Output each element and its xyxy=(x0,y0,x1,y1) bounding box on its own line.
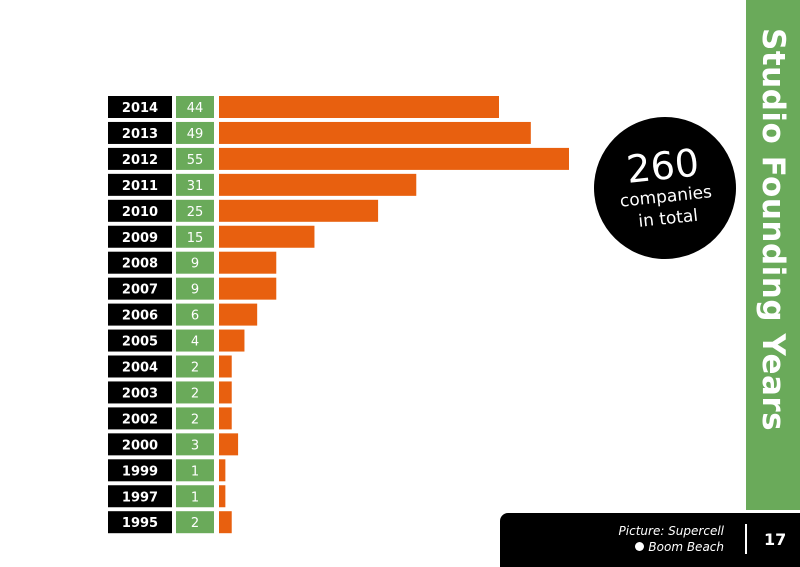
bar xyxy=(219,485,226,508)
year-label: 1995 xyxy=(122,516,158,531)
value-label: 2 xyxy=(191,386,199,401)
year-label-bg xyxy=(108,355,172,378)
value-label-bg xyxy=(176,225,214,248)
value-label-bg xyxy=(176,485,214,508)
value-label: 2 xyxy=(191,361,199,376)
value-label: 44 xyxy=(187,101,204,116)
bar xyxy=(219,459,226,482)
year-label-bg xyxy=(108,303,172,326)
value-label-bg xyxy=(176,511,214,534)
bar xyxy=(219,251,277,274)
value-label: 1 xyxy=(191,490,199,505)
credit-line-2-wrap: Boom Beach xyxy=(619,539,724,555)
title-tab xyxy=(746,0,800,510)
footer-divider xyxy=(745,524,747,554)
value-label: 6 xyxy=(191,309,199,324)
year-label-bg xyxy=(108,173,172,196)
bar xyxy=(219,407,232,430)
bar xyxy=(219,121,531,144)
bar xyxy=(219,381,232,404)
bar xyxy=(219,96,499,118)
chart-title: Studio Founding Years xyxy=(755,28,791,432)
value-label-bg xyxy=(176,433,214,456)
value-label-bg xyxy=(176,329,214,352)
year-label: 2000 xyxy=(122,438,158,453)
bar xyxy=(219,225,315,248)
bullet-dot-icon xyxy=(635,542,645,551)
year-label-bg xyxy=(108,381,172,404)
year-label: 2010 xyxy=(122,205,158,220)
year-label: 2013 xyxy=(122,127,158,142)
year-label-bg xyxy=(108,147,172,170)
year-label: 2005 xyxy=(122,335,158,350)
value-label-bg xyxy=(176,96,214,118)
year-label-bg xyxy=(108,277,172,300)
year-label: 2012 xyxy=(122,153,158,168)
bar xyxy=(219,511,232,534)
value-label: 4 xyxy=(191,335,199,350)
credit-line-1: Picture: Supercell xyxy=(618,524,724,538)
year-label: 1999 xyxy=(122,464,158,479)
bar xyxy=(219,303,258,326)
value-label: 15 xyxy=(187,231,204,246)
year-label-bg xyxy=(108,433,172,456)
footer-bar: Picture: Supercell Boom Beach 17 xyxy=(500,513,800,567)
value-label: 1 xyxy=(191,464,199,479)
value-label-bg xyxy=(176,251,214,274)
year-label: 1997 xyxy=(122,490,158,505)
value-label-bg xyxy=(176,381,214,404)
value-label-bg xyxy=(176,121,214,144)
year-label: 2007 xyxy=(122,283,158,298)
value-label: 25 xyxy=(187,205,204,220)
value-label: 9 xyxy=(191,283,199,298)
value-label-bg xyxy=(176,459,214,482)
bar xyxy=(219,199,379,222)
year-label: 2002 xyxy=(122,412,158,427)
total-label-line2: in total xyxy=(637,205,700,232)
year-label-bg xyxy=(108,251,172,274)
value-label-bg xyxy=(176,407,214,430)
value-label-bg xyxy=(176,277,214,300)
year-label: 2014 xyxy=(122,101,158,116)
value-label-bg xyxy=(176,173,214,196)
bar xyxy=(219,277,277,300)
year-label-bg xyxy=(108,511,172,534)
year-label: 2011 xyxy=(122,179,158,194)
year-label-bg xyxy=(108,199,172,222)
year-label-bg xyxy=(108,225,172,248)
value-label: 3 xyxy=(191,438,199,453)
bar xyxy=(219,355,232,378)
year-label-bg xyxy=(108,96,172,118)
picture-credit: Picture: Supercell Boom Beach xyxy=(619,523,724,555)
year-label: 2003 xyxy=(122,386,158,401)
year-label: 2006 xyxy=(122,309,158,324)
bar xyxy=(219,173,417,196)
value-label: 31 xyxy=(187,179,204,194)
credit-line-2: Boom Beach xyxy=(648,540,724,554)
bar xyxy=(219,433,239,456)
year-label: 2004 xyxy=(122,361,158,376)
year-label-bg xyxy=(108,329,172,352)
year-label: 2008 xyxy=(122,257,158,272)
value-label-bg xyxy=(176,199,214,222)
value-label-bg xyxy=(176,303,214,326)
value-label-bg xyxy=(176,147,214,170)
value-label: 49 xyxy=(187,127,204,142)
value-label: 55 xyxy=(187,153,204,168)
bar xyxy=(219,329,245,352)
value-label: 2 xyxy=(191,516,199,531)
page-number: 17 xyxy=(764,530,787,549)
year-label-bg xyxy=(108,459,172,482)
year-label: 2009 xyxy=(122,231,158,246)
year-label-bg xyxy=(108,121,172,144)
bar xyxy=(219,147,569,170)
value-label-bg xyxy=(176,355,214,378)
value-label: 9 xyxy=(191,257,199,272)
year-label-bg xyxy=(108,407,172,430)
value-label: 2 xyxy=(191,412,199,427)
year-label-bg xyxy=(108,485,172,508)
